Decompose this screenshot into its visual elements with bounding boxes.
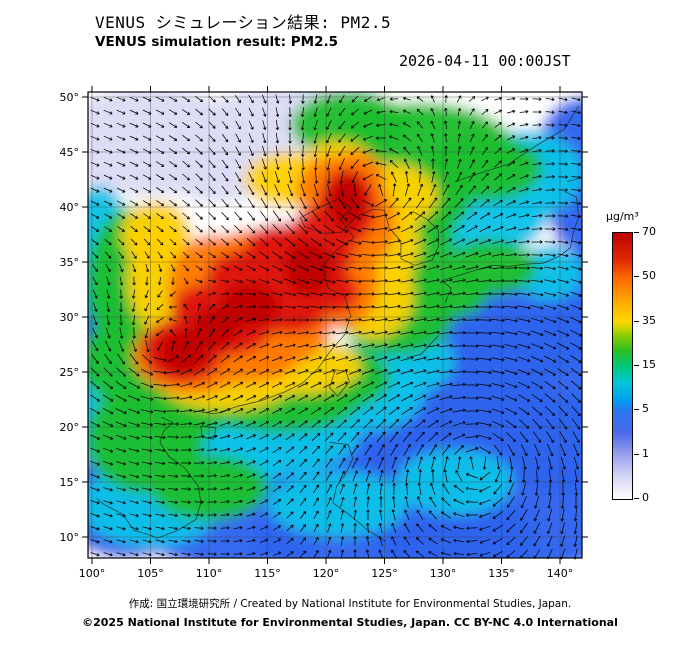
- wind-arrows: [90, 94, 583, 560]
- colorbar-tick-label: 5: [642, 402, 649, 416]
- footer-credit: 作成: 国立環境研究所 / Created by National Instit…: [128, 598, 572, 610]
- colorbar-gradient: [612, 232, 633, 500]
- colorbar-tick: [634, 276, 639, 278]
- colorbar-tick: [634, 409, 639, 411]
- lat-tick-label: 10°: [60, 531, 80, 544]
- axis-ticks: [82, 86, 588, 564]
- lon-tick-label: 135°: [488, 567, 515, 580]
- grid-lines: [88, 92, 582, 558]
- colorbar-tick-label: 50: [642, 269, 656, 283]
- colorbar-unit-label: µg/m³: [606, 210, 639, 223]
- lon-tick-label: 120°: [313, 567, 340, 580]
- title-english: VENUS simulation result: PM2.5: [95, 34, 338, 50]
- colorbar-tick: [634, 232, 639, 233]
- colorbar-tick-label: 1: [642, 446, 649, 460]
- lat-tick-label: 35°: [60, 256, 80, 269]
- lat-tick-label: 50°: [60, 91, 80, 104]
- footer-copyright: ©2025 National Institute for Environment…: [82, 616, 618, 629]
- title-japanese: VENUS シミュレーション結果: PM2.5: [95, 13, 392, 32]
- lat-tick-label: 40°: [60, 201, 80, 214]
- colorbar-tick: [634, 320, 639, 322]
- colorbar-tick-label: 70: [642, 225, 656, 238]
- colorbar-tick-label: 15: [642, 358, 656, 371]
- colorbar-tick-label: 0: [642, 491, 649, 504]
- colorbar-tick-label: 35: [642, 313, 656, 327]
- colorbar: µg/m³ 70 50 35 15 5 1 0: [600, 206, 700, 516]
- lat-tick-label: 15°: [60, 476, 80, 489]
- axis-labels: 100° 105° 110° 115° 120° 125° 130° 135° 140° 50° 4…: [60, 91, 574, 580]
- lon-tick-label: 105°: [137, 567, 164, 580]
- lon-tick-label: 110°: [196, 567, 223, 580]
- lat-tick-label: 45°: [60, 146, 80, 159]
- lon-tick-label: 125°: [371, 567, 398, 580]
- colorbar-tick: [634, 365, 639, 366]
- lon-tick-label: 140°: [547, 567, 574, 580]
- lon-tick-label: 130°: [430, 567, 457, 580]
- lon-tick-label: 115°: [254, 567, 281, 580]
- lat-tick-label: 20°: [60, 421, 80, 434]
- lon-tick-label: 100°: [79, 567, 106, 580]
- colorbar-tick: [634, 453, 639, 455]
- datetime-label: 2026-04-11 00:00JST: [399, 52, 571, 70]
- lat-tick-label: 25°: [60, 366, 80, 379]
- lat-tick-label: 30°: [60, 311, 80, 324]
- colorbar-tick: [634, 498, 639, 499]
- map-frame: [87, 91, 583, 559]
